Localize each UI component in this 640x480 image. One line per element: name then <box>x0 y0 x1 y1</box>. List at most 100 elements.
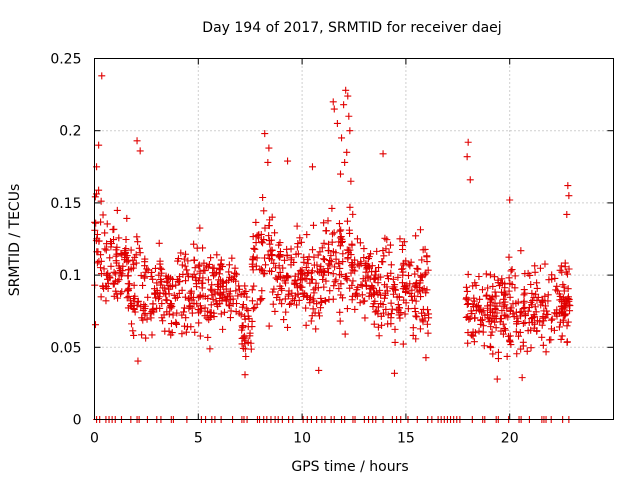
data-point <box>325 260 333 268</box>
data-point <box>142 268 150 276</box>
data-point <box>505 287 513 295</box>
data-point <box>419 318 427 326</box>
data-point <box>155 271 163 279</box>
data-point <box>507 267 515 275</box>
data-point <box>491 288 499 296</box>
data-point <box>185 295 193 303</box>
data-point <box>463 301 471 309</box>
data-point <box>178 311 186 319</box>
data-point <box>129 327 137 335</box>
data-point <box>168 329 176 337</box>
y-tick-label: 0.25 <box>50 52 81 68</box>
data-point <box>406 280 414 288</box>
data-point <box>545 276 553 284</box>
data-point <box>423 320 431 328</box>
data-point <box>315 366 323 374</box>
data-point <box>356 239 364 247</box>
data-point <box>262 261 270 269</box>
data-point <box>330 229 338 237</box>
data-point <box>411 304 419 312</box>
data-point <box>462 283 470 291</box>
data-point <box>171 294 179 302</box>
data-point <box>463 287 471 295</box>
data-point <box>378 321 386 329</box>
data-point <box>344 92 352 100</box>
data-point <box>528 301 536 309</box>
data-point <box>337 226 345 234</box>
data-point <box>169 311 177 319</box>
data-point <box>414 265 422 273</box>
data-point <box>558 332 566 340</box>
data-point <box>133 137 141 145</box>
data-point <box>123 214 131 222</box>
data-point <box>106 254 114 262</box>
data-point <box>348 281 356 289</box>
data-point <box>124 287 132 295</box>
data-point <box>551 309 559 317</box>
data-point <box>101 245 109 253</box>
data-point <box>238 326 246 334</box>
data-point <box>130 260 138 268</box>
data-point <box>244 312 252 320</box>
data-point <box>302 264 310 272</box>
data-point <box>513 314 521 322</box>
data-point <box>127 265 135 273</box>
data-point <box>387 320 395 328</box>
data-point <box>302 304 310 312</box>
data-point <box>220 308 228 316</box>
data-point <box>276 268 284 276</box>
data-point <box>519 342 527 350</box>
data-point <box>391 285 399 293</box>
data-point <box>196 274 204 282</box>
y-tick-label: 0.15 <box>50 196 81 212</box>
data-point <box>280 316 288 324</box>
data-point <box>256 295 264 303</box>
data-point <box>288 289 296 297</box>
data-point <box>563 322 571 330</box>
data-point <box>517 247 525 255</box>
data-point <box>317 262 325 270</box>
data-point <box>107 262 115 270</box>
data-point <box>554 287 562 295</box>
data-point <box>140 273 148 281</box>
data-point <box>156 289 164 297</box>
data-point <box>213 300 221 308</box>
data-point <box>139 281 147 289</box>
data-point <box>563 338 571 346</box>
data-point <box>336 317 344 325</box>
data-point <box>372 267 380 275</box>
data-point <box>371 271 379 279</box>
data-point <box>339 250 347 258</box>
data-point <box>565 295 573 303</box>
data-point <box>348 240 356 248</box>
data-point <box>390 369 398 377</box>
data-point <box>332 249 340 257</box>
data-point <box>476 295 484 303</box>
data-point <box>405 272 413 280</box>
data-point <box>335 259 343 267</box>
data-point <box>471 314 479 322</box>
data-point <box>341 158 349 166</box>
data-point <box>294 250 302 258</box>
data-point <box>268 246 276 254</box>
data-point <box>422 354 430 362</box>
data-point <box>501 325 509 333</box>
data-point <box>332 255 340 263</box>
x-tick-label: 15 <box>397 431 415 447</box>
data-point <box>325 296 333 304</box>
data-point <box>153 279 161 287</box>
data-point <box>506 279 514 287</box>
data-point <box>561 259 569 267</box>
data-point <box>306 299 314 307</box>
data-point <box>101 229 109 237</box>
data-point <box>265 232 273 240</box>
data-point <box>144 293 152 301</box>
data-point <box>219 325 227 333</box>
data-point <box>494 348 502 356</box>
data-point <box>253 254 261 262</box>
data-point <box>103 240 111 248</box>
data-point <box>97 293 105 301</box>
data-point <box>249 266 257 274</box>
data-point <box>538 333 546 341</box>
data-point <box>539 341 547 349</box>
